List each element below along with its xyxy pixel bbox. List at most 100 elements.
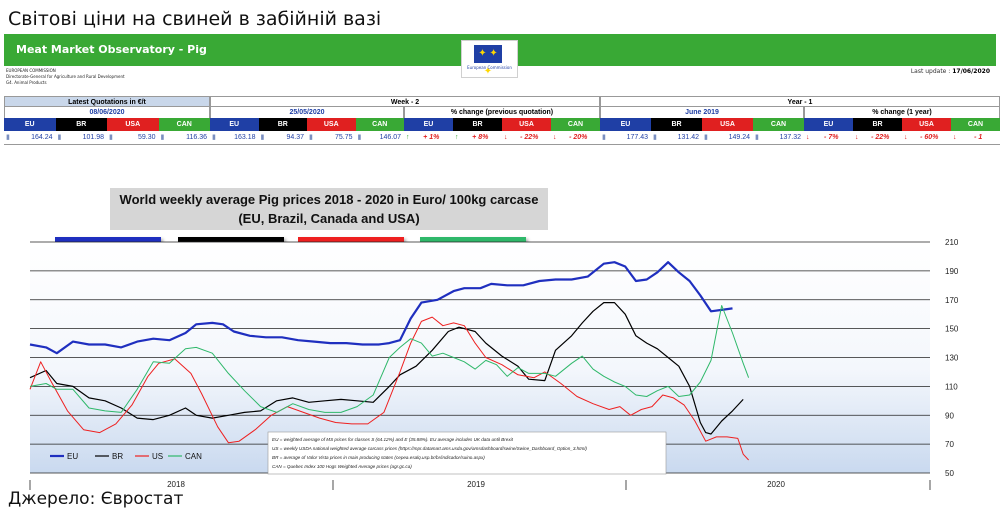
last-update: Last update : 17/06/2020: [911, 68, 990, 75]
y-tick-label: 90: [945, 411, 954, 420]
week2-value-br: ▮ 94.37: [258, 131, 307, 145]
bar-indicator-icon: ▮: [212, 134, 216, 141]
subheader-year1-date: June 2019: [600, 107, 804, 118]
x-tick-label: 2019: [467, 480, 485, 489]
year1-change-value-eu: ↓ - 7%: [804, 131, 853, 145]
country-header-can: CAN: [158, 118, 210, 131]
banner-title: Meat Market Observatory - Pig: [16, 43, 207, 56]
week2-change-value-br: ↑ + 8%: [453, 131, 502, 145]
y-tick-label: 110: [945, 382, 958, 391]
country-header-eu: EU: [210, 118, 259, 131]
x-tick-label: 2020: [767, 480, 785, 489]
trend-arrow-icon: ↓: [855, 134, 859, 141]
country-header-eu: EU: [804, 118, 853, 131]
country-header-usa: USA: [702, 118, 753, 131]
trend-arrow-icon: ↑: [406, 134, 410, 141]
country-header-br: BR: [453, 118, 502, 131]
trend-arrow-icon: ↓: [504, 134, 508, 141]
ec-logo-caption: European Commission: [467, 65, 512, 70]
y-tick-label: 50: [945, 469, 954, 478]
chart-title-line: World weekly average Pig prices 2018 - 2…: [119, 192, 539, 207]
chart-title-line: (EU, Brazil, Canada and USA): [238, 211, 420, 226]
latest-value-br: ▮ 101.98: [55, 131, 107, 145]
subheader-week2-date: 25/05/2020: [210, 107, 404, 118]
legend-label-br: BR: [112, 452, 123, 461]
org-line: G4. Animal Products: [6, 80, 47, 85]
chart-title: World weekly average Pig prices 2018 - 2…: [110, 188, 548, 230]
country-header-usa: USA: [107, 118, 159, 131]
country-header-usa: USA: [307, 118, 356, 131]
bar-indicator-icon: ▮: [357, 134, 362, 141]
bar-indicator-icon: ▮: [309, 134, 313, 141]
bar-indicator-icon: ▮: [109, 134, 113, 141]
subheader-week2-change: % change (previous quotation): [404, 107, 600, 118]
last-update-value: 17/06/2020: [952, 68, 990, 75]
week2-value-usa: ▮ 75.75: [307, 131, 356, 145]
bar-indicator-icon: ▮: [755, 134, 759, 141]
country-header-can: CAN: [551, 118, 600, 131]
org-line: EUROPEAN COMMISSION: [6, 68, 56, 73]
source-note: Джерело: Євростат: [8, 489, 184, 509]
y-tick-label: 70: [945, 440, 954, 449]
group-header-week2: Week - 2: [210, 96, 600, 107]
week2-change-value-eu: ↑ + 1%: [404, 131, 453, 145]
trend-arrow-icon: ↓: [953, 134, 957, 141]
quotations-table: Latest Quotations in €/t Week - 2 Year - 1…: [4, 96, 1000, 152]
note-line: BR = average of Valor Vista prices in ma…: [272, 455, 485, 460]
country-header-eu: EU: [4, 118, 56, 131]
bar-indicator-icon: ▮: [160, 134, 165, 141]
series-line-eu: [29, 261, 733, 355]
week2-value-can: ▮ 146.07: [355, 131, 404, 145]
y-tick-label: 210: [945, 238, 959, 247]
bar-indicator-icon: ▮: [6, 134, 10, 141]
y-tick-label: 130: [945, 354, 959, 363]
ec-logo: ✦ ✦ ✦ European Commission: [461, 40, 518, 78]
country-header-can: CAN: [951, 118, 1000, 131]
year1-change-value-can: ↓ - 1: [951, 131, 1000, 145]
organisation-block: EUROPEAN COMMISSION Directorate-General …: [6, 68, 125, 86]
week2-change-value-usa: ↓ - 22%: [502, 131, 551, 145]
last-update-label: Last update :: [910, 68, 951, 75]
y-tick-label: 150: [945, 325, 959, 334]
bar-indicator-icon: ▮: [653, 134, 657, 141]
org-line: Directorate-General for Agriculture and …: [6, 74, 125, 79]
year1-value-usa: ▮ 149.24: [702, 131, 753, 145]
x-tick-label: 2018: [167, 480, 185, 489]
series-line-br: [29, 302, 744, 435]
legend-label-eu: EU: [67, 452, 78, 461]
y-tick-label: 190: [945, 267, 959, 276]
year1-change-value-usa: ↓ - 60%: [902, 131, 951, 145]
trend-arrow-icon: ↑: [455, 134, 459, 141]
country-header-can: CAN: [753, 118, 804, 131]
trend-arrow-icon: ↓: [904, 134, 908, 141]
country-header-usa: USA: [902, 118, 951, 131]
notes-box: [267, 431, 667, 475]
year1-value-br: ▮ 131.42: [651, 131, 702, 145]
year1-change-value-br: ↓ - 22%: [853, 131, 902, 145]
page-title: Світові ціни на свиней в забійній вазі: [8, 8, 382, 30]
trend-arrow-icon: ↓: [806, 134, 810, 141]
bar-indicator-icon: ▮: [704, 134, 708, 141]
bar-indicator-icon: ▮: [602, 134, 606, 141]
legend-label-can: CAN: [185, 452, 202, 461]
eu-flag-icon: ✦ ✦ ✦: [474, 45, 502, 77]
week2-value-eu: ▮ 163.18: [210, 131, 259, 145]
country-header-eu: EU: [404, 118, 453, 131]
series-line-can: [29, 305, 750, 413]
bar-indicator-icon: ▮: [260, 134, 265, 141]
country-header-eu: EU: [600, 118, 651, 131]
latest-value-can: ▮ 116.36: [158, 131, 210, 145]
subheader-latest-date: 08/06/2020: [4, 107, 210, 118]
y-tick-label: 170: [945, 296, 959, 305]
note-line: CAN = Quebec Index 100 Hogs Weighted Ave…: [272, 464, 412, 469]
country-header-can: CAN: [355, 118, 404, 131]
trend-arrow-icon: ↓: [553, 134, 557, 141]
country-header-br: BR: [55, 118, 107, 131]
legend-label-us: US: [152, 452, 163, 461]
latest-value-usa: ▮ 59.30: [107, 131, 159, 145]
week2-change-value-can: ↓ - 20%: [551, 131, 600, 145]
country-header-br: BR: [258, 118, 307, 131]
country-header-br: BR: [651, 118, 702, 131]
country-header-usa: USA: [502, 118, 551, 131]
